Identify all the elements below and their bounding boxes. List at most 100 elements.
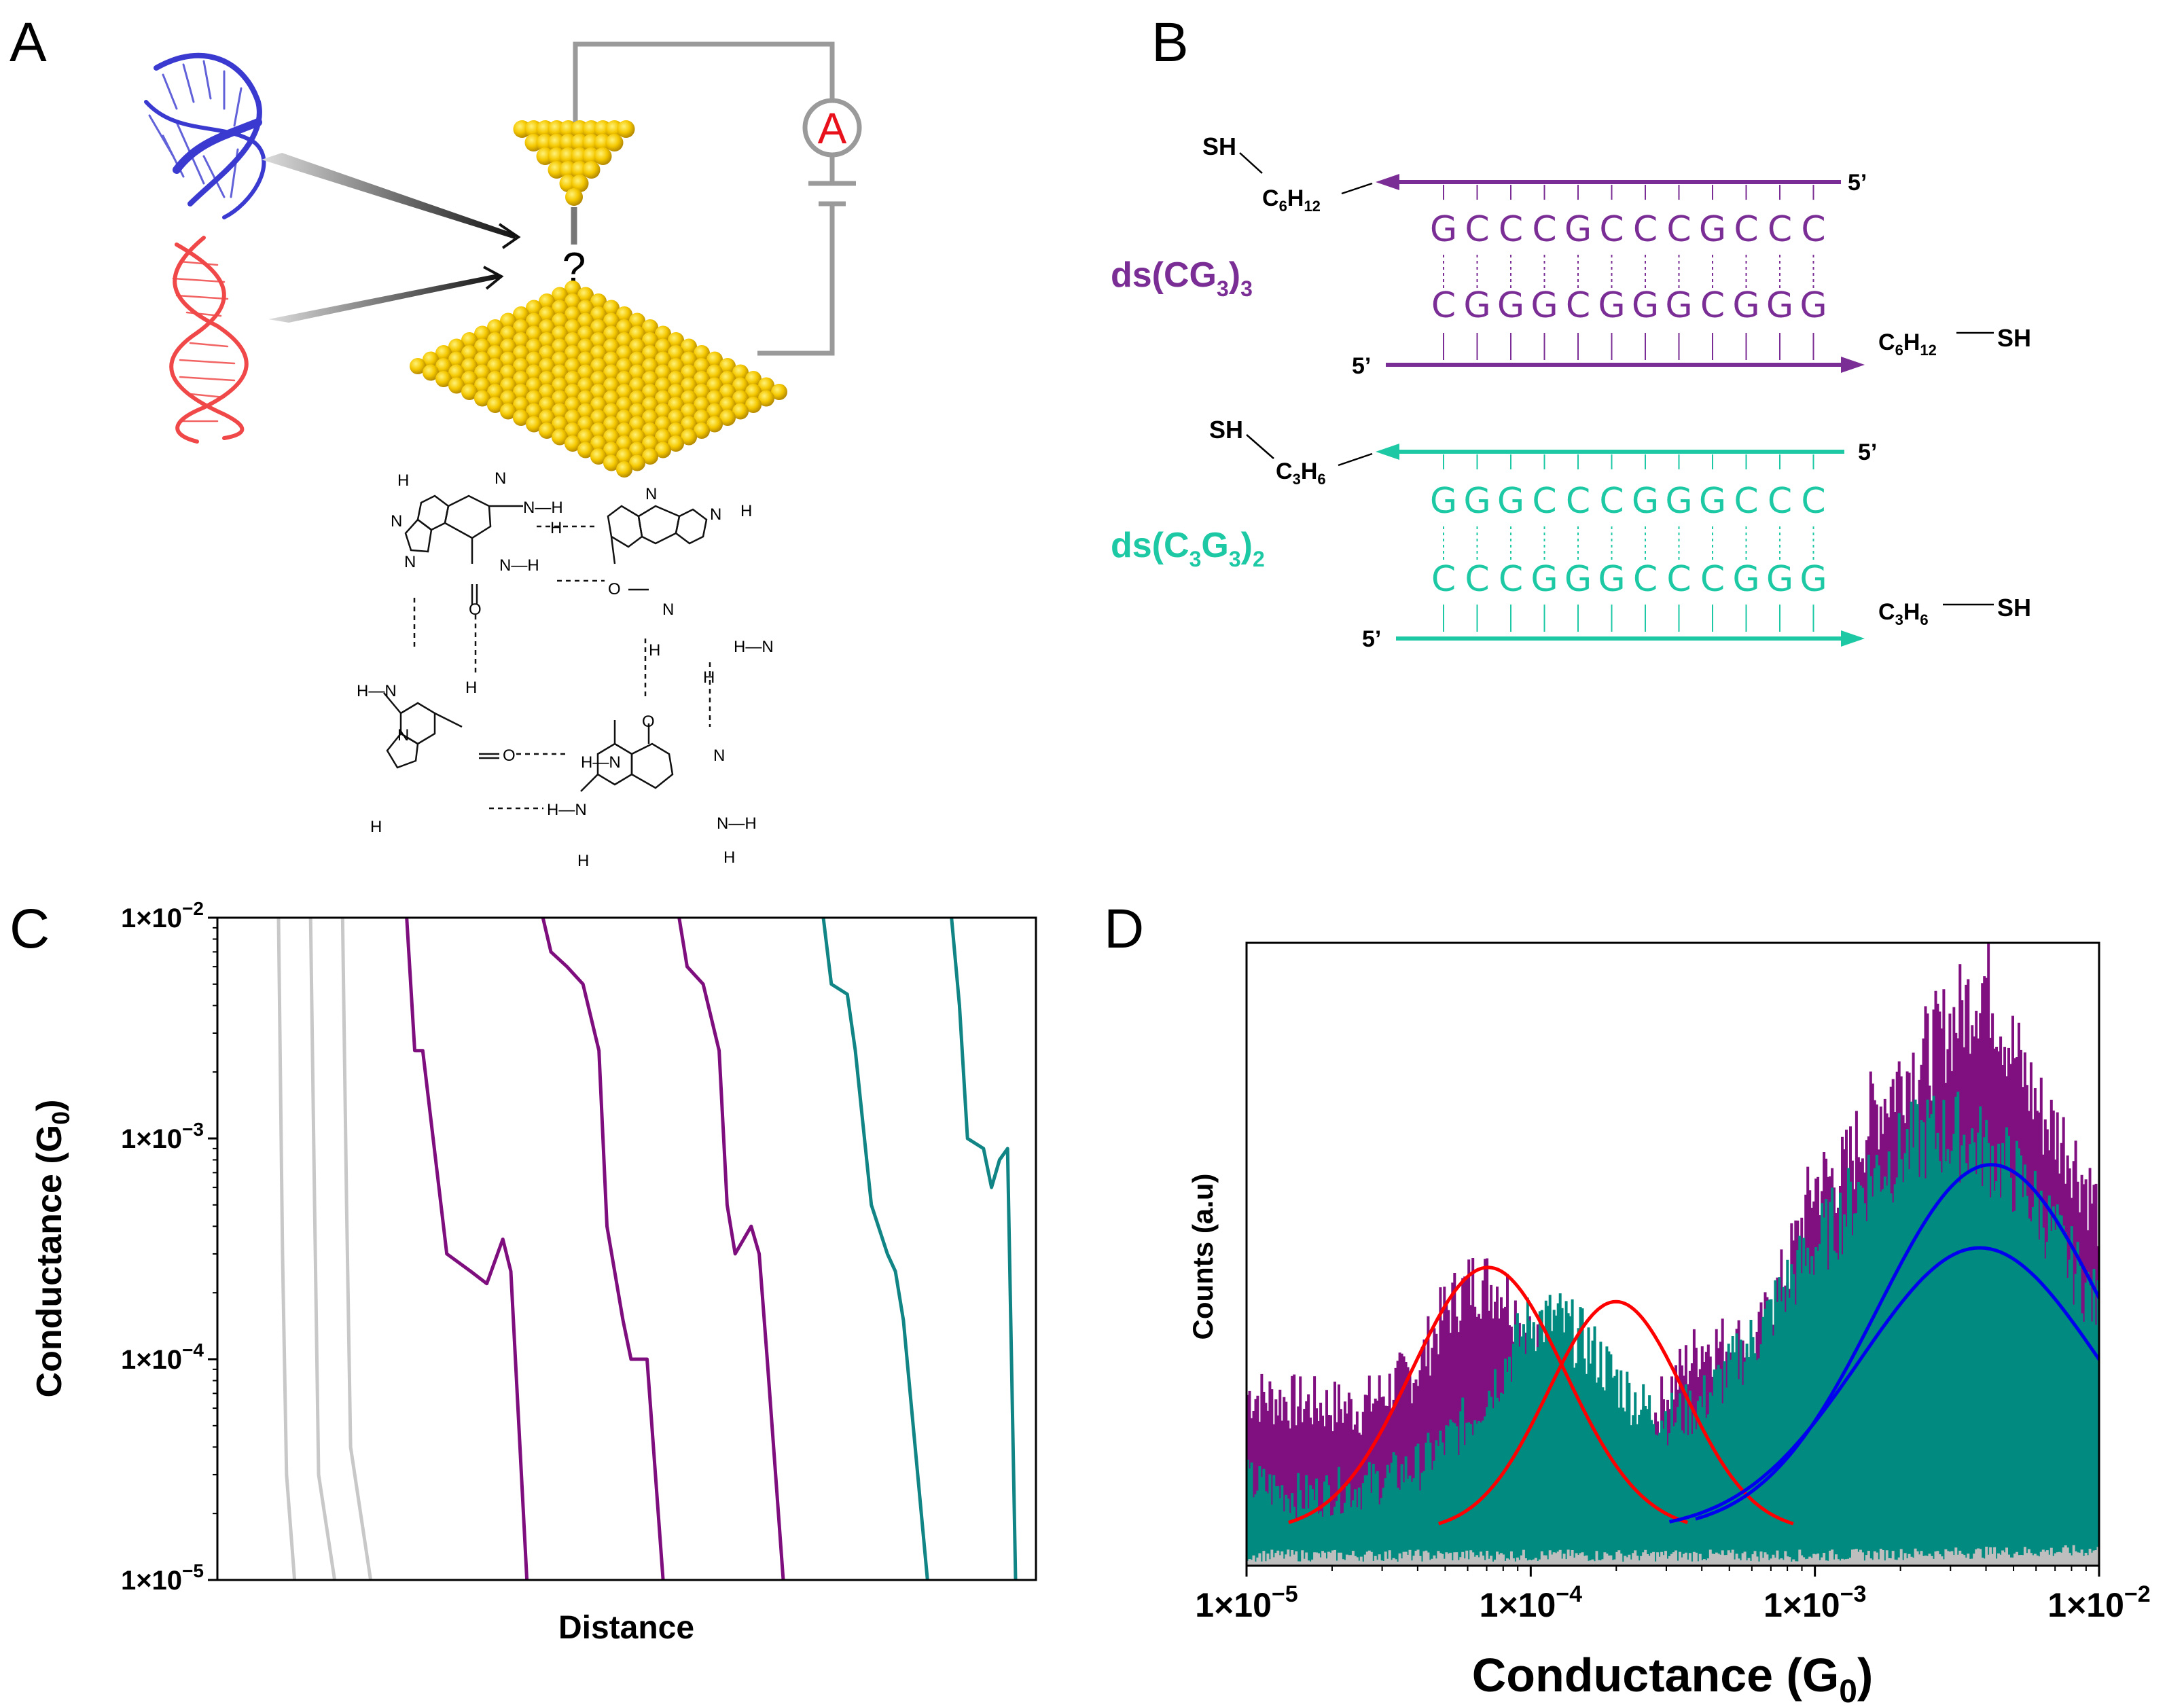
- base-top: C: [1801, 209, 1825, 250]
- gold-atom: [642, 358, 658, 374]
- arrow-bottom: [268, 274, 499, 323]
- gold-atom: [565, 435, 581, 452]
- gold-atom: [552, 429, 568, 446]
- gold-atom: [642, 371, 658, 387]
- gold-atom: [565, 188, 583, 206]
- gold-atom: [681, 403, 697, 420]
- gold-atom: [642, 410, 658, 426]
- svg-text:N: N: [397, 726, 409, 744]
- base-bottom: G: [1598, 285, 1625, 326]
- gold-atom: [616, 358, 632, 374]
- strand2-top-arrowhead: [1376, 444, 1399, 460]
- gold-atom: [594, 147, 612, 165]
- gold-atom: [590, 384, 607, 400]
- base-top: G: [1463, 481, 1490, 522]
- gold-atom: [590, 423, 607, 439]
- x-tick-label: 1×10−4: [1480, 1581, 1582, 1624]
- gold-atom: [552, 390, 568, 407]
- gold-atom: [474, 338, 490, 355]
- gold-atom: [526, 403, 542, 420]
- gold-atom: [513, 397, 529, 413]
- gold-atom: [616, 319, 632, 336]
- gold-atom: [629, 364, 645, 381]
- gold-atom: [629, 390, 645, 407]
- gold-atom: [668, 435, 684, 452]
- gold-atom: [629, 403, 645, 420]
- gold-atom: [732, 403, 749, 420]
- gold-atom: [590, 345, 607, 361]
- gold-atom: [513, 384, 529, 400]
- svg-text:H: H: [550, 519, 562, 537]
- gold-atom: [642, 423, 658, 439]
- gold-atom: [616, 435, 632, 452]
- svg-text:H: H: [397, 471, 409, 490]
- gold-atom: [681, 416, 697, 433]
- gold-atom: [655, 377, 671, 394]
- base-top: C: [1768, 209, 1792, 250]
- gold-atom: [565, 358, 581, 374]
- trace-line: [308, 918, 337, 1580]
- gold-atom: [694, 423, 710, 439]
- gold-atom: [590, 410, 607, 426]
- base-top: C: [1734, 481, 1758, 522]
- gaussian-fit-line: [1668, 1246, 2099, 1524]
- panel-b-letter: B: [1151, 12, 1189, 73]
- svg-text:5’: 5’: [1858, 439, 1877, 465]
- duplex2-name: ds(C3G3)2: [1111, 526, 1265, 571]
- gold-atom: [642, 384, 658, 400]
- gold-atom: [539, 319, 555, 336]
- base-top: C: [1633, 209, 1658, 250]
- base-bottom: G: [1598, 559, 1625, 600]
- base-bottom: G: [1530, 559, 1558, 600]
- gold-atom: [616, 397, 632, 413]
- y-tick-label: 1×10−2: [121, 898, 204, 933]
- svg-text:SH: SH: [1202, 132, 1236, 160]
- gold-atom: [500, 351, 516, 368]
- gold-atom: [539, 358, 555, 374]
- gold-atom: [616, 461, 632, 478]
- base-top: C: [1465, 209, 1489, 250]
- gaussian-fit-line: [1695, 1163, 2099, 1521]
- gold-atom: [448, 338, 465, 355]
- panel-d-frame: [1245, 941, 2100, 1567]
- gold-atom: [642, 319, 658, 336]
- gold-atom: [565, 410, 581, 426]
- svg-text:O: O: [608, 580, 621, 598]
- gold-atom: [642, 448, 658, 465]
- trace-line: [950, 918, 1018, 1580]
- strand-top-arrowhead: [1376, 174, 1399, 190]
- svg-text:O: O: [469, 600, 482, 619]
- gold-atom: [681, 377, 697, 394]
- gold-atom: [603, 429, 620, 446]
- gold-atom: [655, 325, 671, 342]
- base-bottom: C: [1666, 559, 1691, 600]
- svg-text:H—N: H—N: [357, 682, 397, 700]
- panel-a: A: [10, 12, 862, 870]
- arrow-top: [262, 153, 516, 239]
- panel-c-xlabel: Distance: [558, 1610, 694, 1646]
- gold-atom: [590, 306, 607, 323]
- gold-atom: [577, 325, 594, 342]
- gold-atom: [565, 397, 581, 413]
- svg-text:N: N: [404, 553, 416, 571]
- gold-atom: [539, 423, 555, 439]
- gold-atom: [448, 377, 465, 394]
- svg-text:N: N: [662, 600, 674, 619]
- gold-atom: [590, 332, 607, 348]
- gold-atom: [500, 390, 516, 407]
- gold-atom: [603, 351, 620, 368]
- gaussian-fit-line: [1288, 1265, 1689, 1524]
- gold-atom: [539, 410, 555, 426]
- trace-line: [677, 918, 785, 1580]
- histogram-gold: [1247, 1545, 2099, 1566]
- base-bottom: C: [1499, 559, 1523, 600]
- gold-atom: [513, 319, 529, 336]
- base-bottom: G: [1766, 559, 1793, 600]
- gold-atom: [539, 332, 555, 348]
- gold-atom: [461, 358, 478, 374]
- blue-nucleic-acid-icon: [144, 52, 266, 219]
- battery-icon: [808, 181, 856, 206]
- gold-atom: [616, 423, 632, 439]
- ammeter-icon: A: [802, 98, 862, 158]
